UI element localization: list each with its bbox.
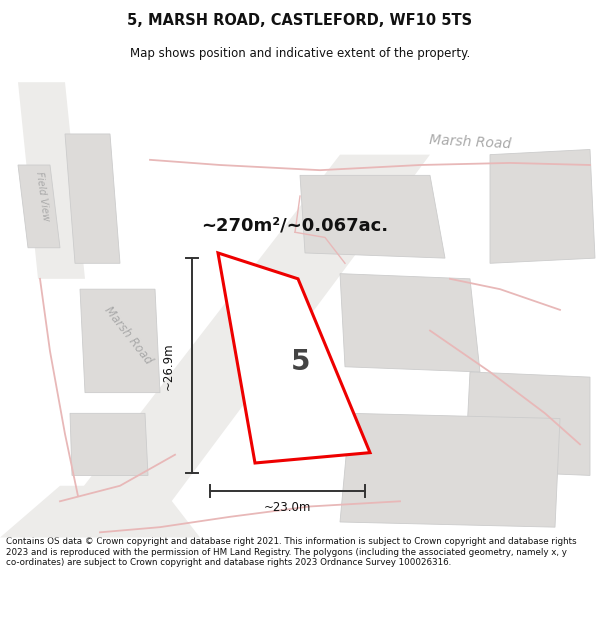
Text: ~26.9m: ~26.9m [161,342,175,389]
Polygon shape [70,413,148,476]
Polygon shape [465,372,590,476]
Polygon shape [490,149,595,263]
Text: 5, MARSH ROAD, CASTLEFORD, WF10 5TS: 5, MARSH ROAD, CASTLEFORD, WF10 5TS [127,12,473,28]
Text: 5: 5 [290,348,310,376]
Polygon shape [60,154,430,517]
Text: Map shows position and indicative extent of the property.: Map shows position and indicative extent… [130,48,470,61]
Polygon shape [80,289,160,392]
Polygon shape [218,253,370,463]
Polygon shape [18,82,85,279]
Polygon shape [340,274,480,372]
Text: Contains OS data © Crown copyright and database right 2021. This information is : Contains OS data © Crown copyright and d… [6,538,577,568]
Polygon shape [0,486,200,538]
Polygon shape [65,134,120,263]
Text: Field View: Field View [34,171,50,221]
Text: Marsh Road: Marsh Road [428,133,511,151]
Text: ~270m²/~0.067ac.: ~270m²/~0.067ac. [202,216,389,234]
Polygon shape [18,165,60,248]
Polygon shape [300,176,445,258]
Polygon shape [340,413,560,527]
Text: Marsh Road: Marsh Road [101,304,155,368]
Text: ~23.0m: ~23.0m [264,501,311,514]
